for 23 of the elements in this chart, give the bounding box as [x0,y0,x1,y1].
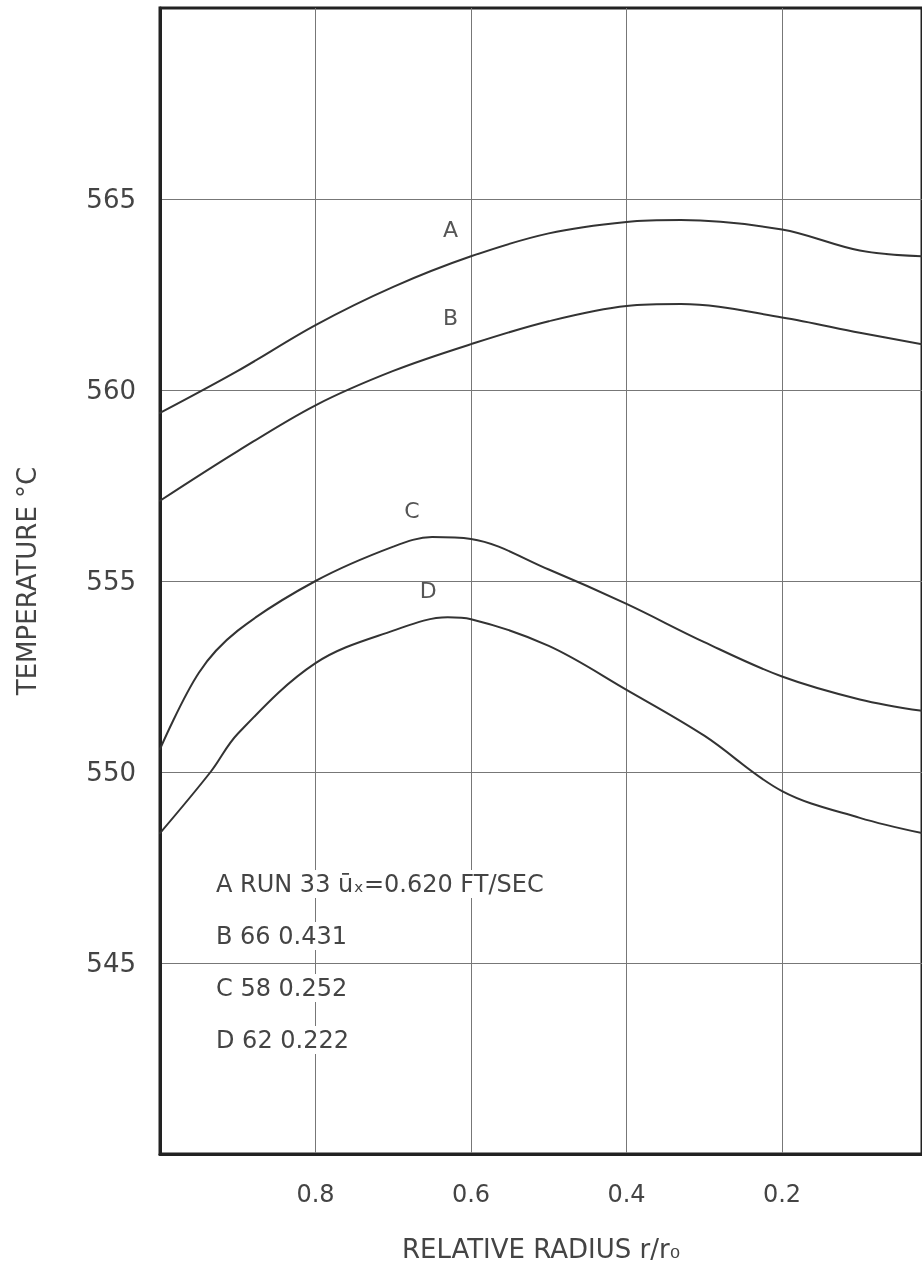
y-tick-label: 560 [86,375,136,405]
y-tick-label: 550 [86,757,136,787]
annotation: C 58 0.252 [216,974,348,1002]
x-tick-label: 0.8 [296,1180,335,1208]
y-tick-label: 555 [86,566,136,596]
annotation: A RUN 33 ūₓ=0.620 FT/SEC [216,870,544,898]
y-tick-label: 545 [86,948,136,978]
series-label: C [404,497,420,523]
x-tick-label: 0.6 [451,1180,491,1208]
line-series [159,219,922,414]
series-label: B [443,304,459,330]
series-label: A [443,216,459,242]
x-tick-label: 0.2 [762,1180,802,1208]
x-axis-title: RELATIVE RADIUS r/r₀ [401,1234,681,1264]
line-series [159,536,922,751]
x-tick-label: 0.4 [607,1180,646,1208]
y-tick-label: 565 [86,184,136,214]
series-label: D [419,577,437,603]
annotation: D 62 0.222 [216,1026,349,1054]
line-series [159,303,922,502]
line-series [159,616,922,835]
annotation: B 66 0.431 [216,922,347,950]
y-axis-title: TEMPERATURE °C [12,466,42,697]
